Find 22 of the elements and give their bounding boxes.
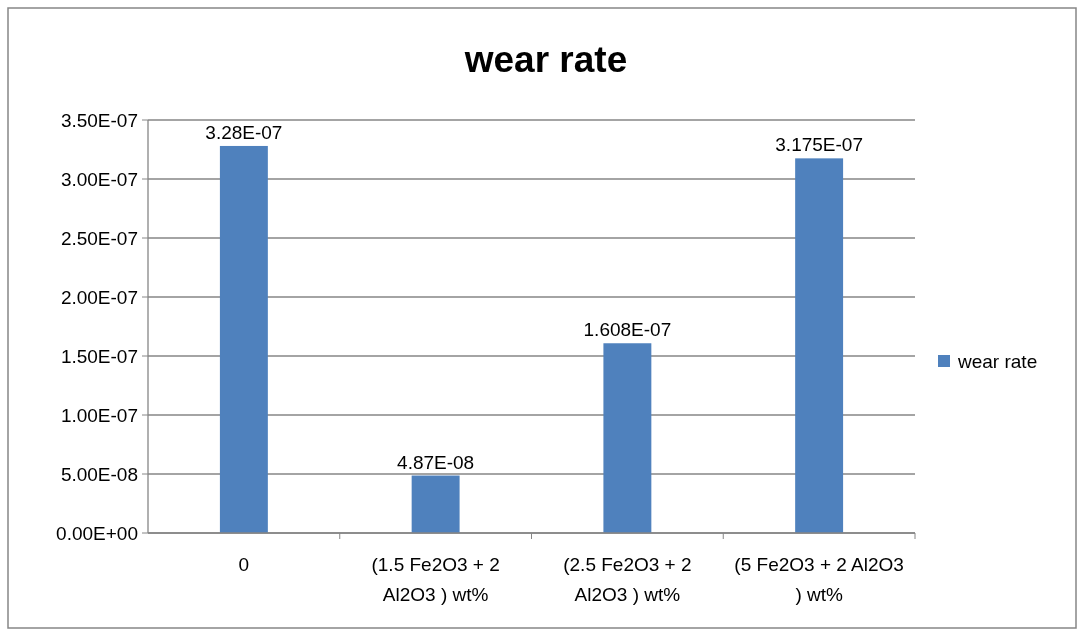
data-label: 4.87E-08 xyxy=(397,451,475,473)
y-tick-label: 1.50E-07 xyxy=(60,345,138,367)
data-label: 3.175E-07 xyxy=(775,134,863,156)
chart-title: wear rate xyxy=(463,39,628,80)
y-tick-label: 3.50E-07 xyxy=(60,109,138,131)
data-label: 1.608E-07 xyxy=(583,319,672,341)
bar xyxy=(603,343,652,533)
bar xyxy=(795,158,844,533)
y-tick-label: 3.00E-07 xyxy=(60,168,138,190)
y-tick-label: 5.00E-08 xyxy=(60,463,138,485)
y-tick-label: 2.00E-07 xyxy=(60,286,138,308)
x-tick-label: (1.5 Fe2O3 + 2 Al2O3 ) wt% xyxy=(371,554,500,605)
y-tick-label: 0.00E+00 xyxy=(56,522,138,544)
x-tick-label: (5 Fe2O3 + 2 Al2O3 ) wt% xyxy=(734,554,904,605)
bar xyxy=(411,475,460,533)
data-label: 3.28E-07 xyxy=(205,121,283,143)
bar xyxy=(219,145,268,533)
y-tick-label: 1.00E-07 xyxy=(60,404,138,426)
y-tick-label: 2.50E-07 xyxy=(60,227,138,249)
legend-label: wear rate xyxy=(957,350,1038,372)
x-tick-label: 0 xyxy=(238,554,250,575)
x-tick-label: (2.5 Fe2O3 + 2 Al2O3 ) wt% xyxy=(563,554,692,605)
